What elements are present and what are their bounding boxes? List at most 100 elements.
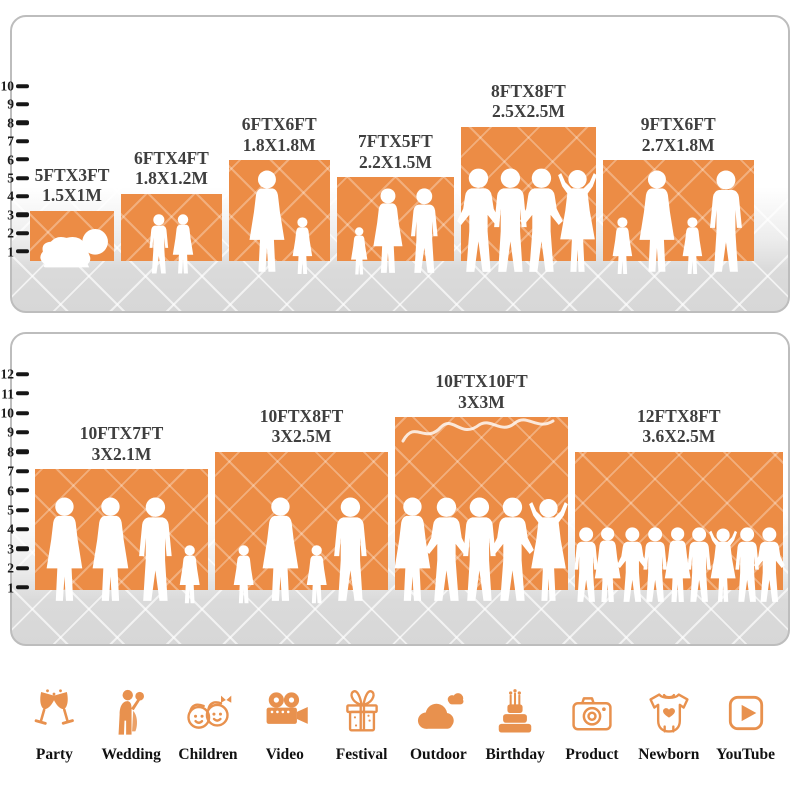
backdrop-size-label-ft: 10FTX10FT	[435, 371, 528, 391]
video-icon	[259, 687, 311, 739]
scale-tick-dash	[16, 410, 29, 416]
category-label: Product	[565, 746, 619, 763]
festival-icon	[336, 687, 388, 739]
scale-tick-3: 3	[0, 208, 29, 222]
scale-tick-3: 3	[0, 542, 29, 556]
panel-large-sizes: 1 2 3 4 5 6 7 8 9 10 11 12 10FTX7FT 3X2.1M 10FTX8FT 3X2…	[1, 332, 790, 646]
scale-tick-9: 9	[0, 98, 29, 112]
youtube-icon	[720, 687, 772, 739]
party-icon	[28, 687, 80, 739]
outdoor-icon	[412, 687, 464, 739]
scale-tick-number: 10	[0, 405, 15, 421]
scale-tick-dash	[16, 139, 29, 144]
scale-tick-dash	[16, 102, 29, 107]
scale-tick-1: 1	[0, 581, 29, 595]
children-icon	[182, 687, 234, 739]
panel-small-medium-sizes: 1 2 3 4 5 6 7 8 9 10 5FTX3FT 1.5X1M 6FTX4FT 1.8X1.2M 6…	[1, 15, 790, 313]
backdrop-size-label-m: 2.5X2.5M	[491, 101, 565, 122]
backdrop-rect	[602, 160, 754, 261]
category-item-birthday: Birthday	[477, 652, 554, 764]
scale-tick-dash	[16, 507, 29, 513]
backdrop-rect	[336, 177, 455, 261]
scale-tick-12: 12	[0, 367, 29, 381]
backdrop-size-label-m: 1.8X1.2M	[134, 168, 208, 189]
product-icon	[566, 687, 618, 739]
scale-tick-number: 8	[7, 115, 14, 131]
backdrop-size-label: 12FTX8FT 3.6X2.5M	[569, 406, 789, 447]
backdrop-rect	[215, 451, 388, 590]
scale-tick-number: 9	[7, 96, 14, 112]
scale-tick-dash	[16, 194, 29, 199]
scale-tick-number: 1	[7, 579, 14, 595]
scale-tick-number: 2	[7, 560, 14, 576]
category-label: Video	[265, 746, 304, 763]
scale-tick-dash	[16, 120, 29, 125]
backdrop-size-label-m: 1.8X1.8M	[242, 134, 316, 155]
category-label: Festival	[335, 746, 388, 763]
backdrop-size-label-ft: 6FTX4FT	[133, 147, 209, 168]
scale-tick-dash	[16, 249, 29, 254]
backdrop-size-label-m: 3X2.1M	[91, 443, 152, 464]
backdrop-rect	[30, 210, 114, 261]
backdrop-size-label: 10FTX8FT 3X2.5M	[192, 406, 412, 447]
wedding-icon	[105, 687, 157, 739]
backdrop-rect	[395, 417, 568, 590]
backdrop-size-label-ft: 7FTX5FT	[357, 131, 433, 151]
category-label: Children	[178, 746, 238, 763]
scale-tick-dash	[16, 566, 29, 571]
scale-tick-dash	[16, 546, 29, 551]
scale-tick-dash	[16, 212, 29, 217]
backdrop-size-label: 10FTX10FT 3X3M	[372, 371, 592, 412]
scale-tick-dash	[16, 469, 29, 474]
scale-tick-number: 8	[7, 444, 14, 460]
backdrop-size-label-ft: 10FTX8FT	[259, 405, 344, 426]
scale-tick-2: 2	[0, 561, 29, 575]
category-label: Newborn	[638, 746, 700, 763]
scale-tick-6: 6	[0, 153, 29, 167]
scale-tick-number: 10	[0, 78, 15, 94]
backdrop-rect	[35, 468, 208, 590]
scale-tick-number: 12	[0, 366, 15, 382]
scale-tick-number: 11	[1, 385, 14, 401]
backdrop-size-label-m: 3X3M	[458, 391, 505, 412]
backdrop-size-label-ft: 5FTX3FT	[34, 164, 110, 185]
backdrop-size-label: 10FTX7FT 3X2.1M	[12, 423, 232, 464]
scale-tick-5: 5	[0, 503, 29, 517]
scale-tick-10: 10	[0, 79, 29, 93]
category-item-video: Video	[246, 652, 323, 764]
scale-tick-number: 6	[7, 482, 14, 498]
scale-tick-number: 1	[7, 243, 14, 259]
category-label: Wedding	[101, 746, 161, 763]
scale-tick-9: 9	[0, 426, 29, 440]
scale-tick-number: 7	[7, 463, 14, 479]
scale-tick-number: 2	[7, 225, 14, 241]
category-label: Birthday	[485, 746, 545, 763]
scale-tick-7: 7	[0, 134, 29, 148]
backdrop-size-label-ft: 8FTX8FT	[490, 80, 566, 101]
scale-tick-8: 8	[0, 116, 29, 130]
scale-tick-5: 5	[0, 171, 29, 185]
backdrop-size-label-m: 1.5X1M	[42, 185, 102, 206]
scale-tick-4: 4	[0, 190, 29, 204]
scale-tick-10: 10	[0, 406, 29, 420]
scale-tick-dash	[16, 430, 29, 435]
scale-tick-2: 2	[0, 226, 29, 240]
category-item-product: Product	[554, 652, 631, 764]
backdrop-size-label: 9FTX6FT 2.7X1.8M	[568, 114, 788, 155]
category-item-children: Children	[170, 652, 247, 764]
backdrop-size-label-ft: 10FTX7FT	[79, 422, 164, 443]
backdrop-size-label: 6FTX6FT 1.8X1.8M	[169, 114, 389, 155]
scale-tick-number: 9	[7, 424, 14, 440]
category-item-outdoor: Outdoor	[400, 652, 477, 764]
backdrop-size-label-ft: 12FTX8FT	[636, 405, 721, 426]
backdrop-rect	[575, 451, 783, 590]
scale-tick-1: 1	[0, 245, 29, 259]
scale-tick-dash	[16, 488, 29, 493]
scale-tick-number: 6	[7, 151, 14, 167]
backdrop-size-label: 8FTX8FT 2.5X2.5M	[418, 81, 638, 122]
scale-tick-8: 8	[0, 445, 29, 459]
backdrop-size-label-m: 3X2.5M	[271, 426, 332, 447]
scale-tick-dash	[16, 157, 29, 162]
category-row: Party Wedding Children Video Festival Outdoor…	[16, 652, 784, 764]
